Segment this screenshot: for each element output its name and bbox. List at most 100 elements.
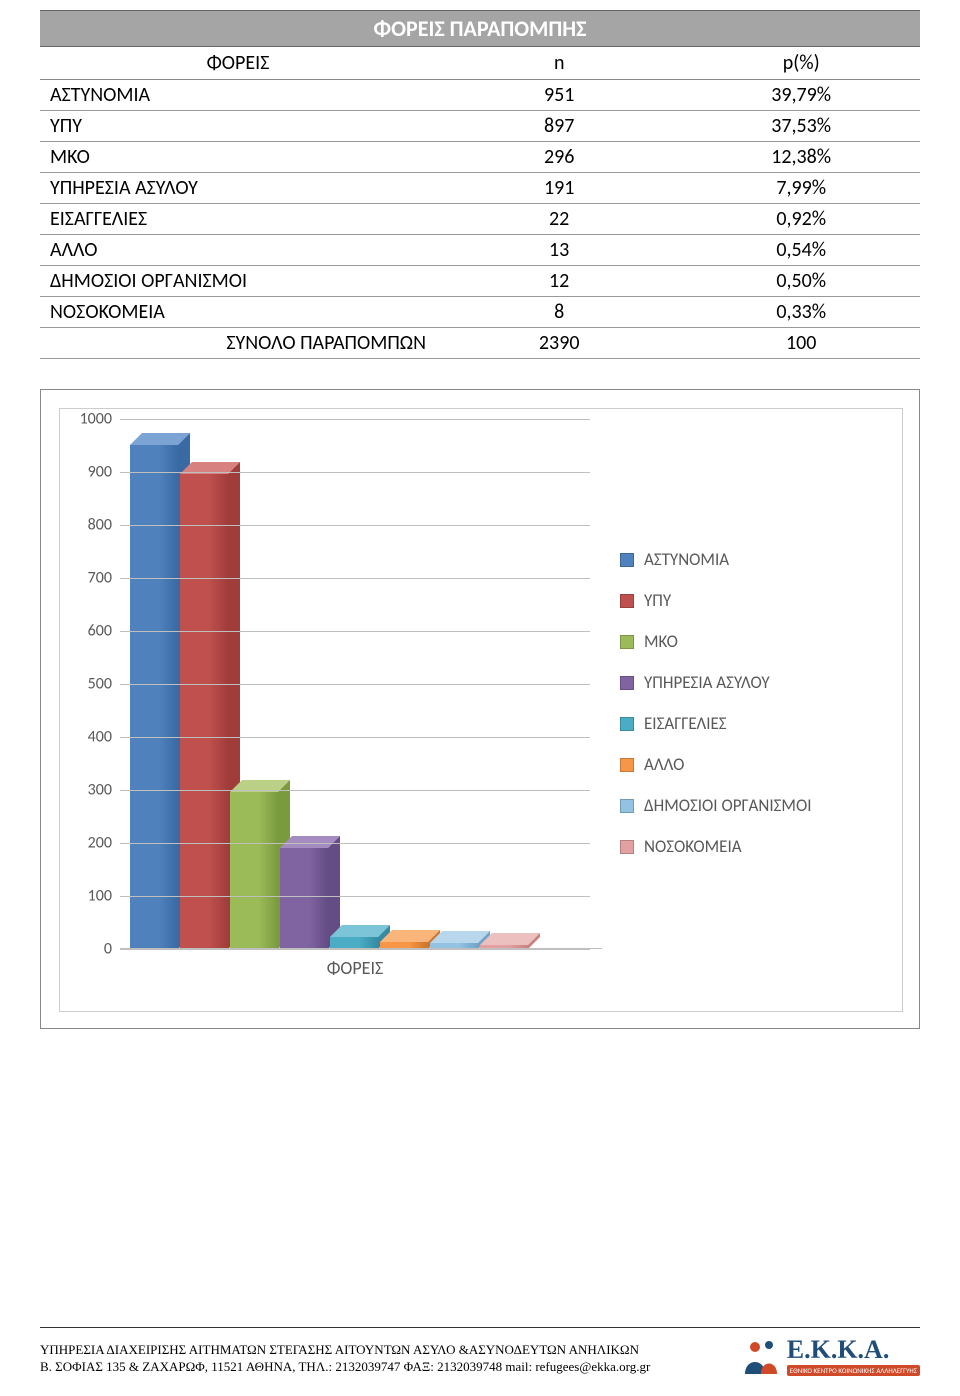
y-tick-label: 700 <box>70 569 120 588</box>
table-cell: 0,54% <box>682 235 920 266</box>
legend-label: ΥΠΗΡΕΣΙΑ ΑΣΥΛΟΥ <box>644 672 770 693</box>
table-row: ΆΛΛΟ130,54% <box>40 235 920 266</box>
table-cell: 191 <box>436 173 682 204</box>
col-header-3: p(%) <box>682 47 920 80</box>
legend-label: ΑΣΤΥΝΟΜΙΑ <box>644 549 729 570</box>
legend-swatch <box>620 799 634 813</box>
table-row: ΝΟΣΟΚΟΜΕΙΑ80,33% <box>40 297 920 328</box>
gridline <box>120 896 590 897</box>
chart-floor <box>120 945 602 949</box>
gridline <box>120 843 590 844</box>
footer-line-2: Β. ΣΟΦΙΑΣ 135 & ΖΑΧΑΡΩΦ, 11521 ΑΘΗΝΑ, ΤΗ… <box>40 1358 650 1376</box>
total-p: 100 <box>682 328 920 359</box>
y-tick-label: 300 <box>70 781 120 800</box>
table-row: ΥΠΥ89737,53% <box>40 111 920 142</box>
logo-text-block: Ε.Κ.Κ.Α. ΕΘΝΙΚΟ ΚΕΝΤΡΟ ΚΟΙΝΩΝΙΚΗΣ ΑΛΛΗΛΕ… <box>787 1335 920 1376</box>
footer-line-1: ΥΠΗΡΕΣΙΑ ΔΙΑΧΕΙΡΙΣΗΣ ΑΙΤΗΜΑΤΩΝ ΣΤΕΓΑΣΗΣ … <box>40 1341 650 1359</box>
logo-text: Ε.Κ.Κ.Α. <box>787 1335 890 1364</box>
legend-swatch <box>620 717 634 731</box>
footer-logo: Ε.Κ.Κ.Α. ΕΘΝΙΚΟ ΚΕΝΤΡΟ ΚΟΙΝΩΝΙΚΗΣ ΑΛΛΗΛΕ… <box>739 1334 920 1376</box>
y-tick-label: 200 <box>70 834 120 853</box>
table-cell: ΔΗΜΟΣΙΟΙ ΟΡΓΑΝΙΣΜΟΙ <box>40 266 436 297</box>
table-cell: 0,33% <box>682 297 920 328</box>
gridline <box>120 790 590 791</box>
y-tick-label: 500 <box>70 675 120 694</box>
bar <box>280 848 328 949</box>
gridline <box>120 578 590 579</box>
logo-icon <box>739 1334 781 1376</box>
legend-item: ΕΙΣΑΓΓΕΛΙΕΣ <box>620 713 812 734</box>
legend-item: ΜΚΟ <box>620 631 812 652</box>
table-row: ΔΗΜΟΣΙΟΙ ΟΡΓΑΝΙΣΜΟΙ120,50% <box>40 266 920 297</box>
legend-label: ΜΚΟ <box>644 631 678 652</box>
table-cell: 0,92% <box>682 204 920 235</box>
y-tick-label: 100 <box>70 887 120 906</box>
bar <box>130 445 178 949</box>
gridline <box>120 472 590 473</box>
table-cell: ΕΙΣΑΓΓΕΛΙΕΣ <box>40 204 436 235</box>
gridline <box>120 419 590 420</box>
legend-label: ΕΙΣΑΓΓΕΛΙΕΣ <box>644 713 727 734</box>
legend-item: ΝΟΣΟΚΟΜΕΙΑ <box>620 836 812 857</box>
legend-swatch <box>620 553 634 567</box>
table-cell: 12,38% <box>682 142 920 173</box>
x-axis-label: ΦΟΡΕΙΣ <box>120 957 590 979</box>
referral-table: ΦΟΡΕΙΣ ΠΑΡΑΠΟΜΠΗΣ ΦΟΡΕΙΣ n p(%) ΑΣΤΥΝΟΜΙ… <box>40 10 920 359</box>
y-tick-label: 0 <box>70 940 120 959</box>
table-cell: 12 <box>436 266 682 297</box>
legend-label: ΆΛΛΟ <box>644 754 684 775</box>
bar <box>230 792 278 949</box>
table-cell: 13 <box>436 235 682 266</box>
table-total-row: ΣΥΝΟΛΟ ΠΑΡΑΠΟΜΠΩΝ 2390 100 <box>40 328 920 359</box>
legend-item: ΔΗΜΟΣΙΟΙ ΟΡΓΑΝΙΣΜΟΙ <box>620 795 812 816</box>
table-cell: ΆΛΛΟ <box>40 235 436 266</box>
table-cell: 0,50% <box>682 266 920 297</box>
gridline <box>120 737 590 738</box>
total-label: ΣΥΝΟΛΟ ΠΑΡΑΠΟΜΠΩΝ <box>40 328 436 359</box>
y-tick-label: 900 <box>70 463 120 482</box>
legend-label: ΝΟΣΟΚΟΜΕΙΑ <box>644 836 742 857</box>
table-cell: 22 <box>436 204 682 235</box>
gridline <box>120 631 590 632</box>
gridline <box>120 684 590 685</box>
legend-item: ΆΛΛΟ <box>620 754 812 775</box>
table-row: ΜΚΟ29612,38% <box>40 142 920 173</box>
chart-container: 01002003004005006007008009001000 ΦΟΡΕΙΣ … <box>40 389 920 1029</box>
legend-item: ΥΠΗΡΕΣΙΑ ΑΣΥΛΟΥ <box>620 672 812 693</box>
table-title: ΦΟΡΕΙΣ ΠΑΡΑΠΟΜΠΗΣ <box>40 11 920 47</box>
y-tick-label: 400 <box>70 728 120 747</box>
y-tick-label: 1000 <box>70 410 120 429</box>
legend-swatch <box>620 676 634 690</box>
table-cell: 37,53% <box>682 111 920 142</box>
table-cell: ΝΟΣΟΚΟΜΕΙΑ <box>40 297 436 328</box>
col-header-2: n <box>436 47 682 80</box>
legend: ΑΣΤΥΝΟΜΙΑ ΥΠΥ ΜΚΟ ΥΠΗΡΕΣΙΑ ΑΣΥΛΟΥ ΕΙΣΑΓΓΕΛΙΕ… <box>620 549 812 877</box>
legend-swatch <box>620 758 634 772</box>
legend-item: ΥΠΥ <box>620 590 812 611</box>
table-cell: 296 <box>436 142 682 173</box>
bar <box>180 474 228 949</box>
legend-item: ΑΣΤΥΝΟΜΙΑ <box>620 549 812 570</box>
gridline <box>120 525 590 526</box>
table-cell: 8 <box>436 297 682 328</box>
footer-text: ΥΠΗΡΕΣΙΑ ΔΙΑΧΕΙΡΙΣΗΣ ΑΙΤΗΜΑΤΩΝ ΣΤΕΓΑΣΗΣ … <box>40 1341 650 1376</box>
legend-label: ΥΠΥ <box>644 590 671 611</box>
table-cell: 39,79% <box>682 80 920 111</box>
legend-swatch <box>620 635 634 649</box>
table-cell: ΥΠΗΡΕΣΙΑ ΑΣΥΛΟΥ <box>40 173 436 204</box>
table-title-row: ΦΟΡΕΙΣ ΠΑΡΑΠΟΜΠΗΣ <box>40 11 920 47</box>
page-footer: ΥΠΗΡΕΣΙΑ ΔΙΑΧΕΙΡΙΣΗΣ ΑΙΤΗΜΑΤΩΝ ΣΤΕΓΑΣΗΣ … <box>40 1327 920 1376</box>
table-cell: ΜΚΟ <box>40 142 436 173</box>
col-header-1: ΦΟΡΕΙΣ <box>40 47 436 80</box>
legend-label: ΔΗΜΟΣΙΟΙ ΟΡΓΑΝΙΣΜΟΙ <box>644 795 812 816</box>
gridline <box>120 949 590 950</box>
table-cell: ΑΣΤΥΝΟΜΙΑ <box>40 80 436 111</box>
y-tick-label: 800 <box>70 516 120 535</box>
table-cell: 897 <box>436 111 682 142</box>
table-header: ΦΟΡΕΙΣ n p(%) <box>40 47 920 80</box>
table-row: ΕΙΣΑΓΓΕΛΙΕΣ220,92% <box>40 204 920 235</box>
chart-inner: 01002003004005006007008009001000 ΦΟΡΕΙΣ … <box>59 408 903 1012</box>
legend-swatch <box>620 840 634 854</box>
total-n: 2390 <box>436 328 682 359</box>
table-cell: 7,99% <box>682 173 920 204</box>
